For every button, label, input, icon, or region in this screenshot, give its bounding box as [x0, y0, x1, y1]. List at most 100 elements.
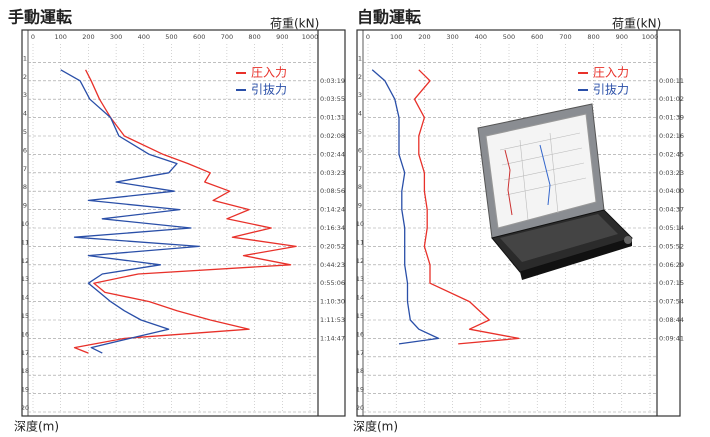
x-tick-label: 800 — [248, 33, 260, 41]
x-tick-label: 300 — [110, 33, 122, 41]
y-tick-label: 13 — [356, 275, 364, 283]
x-tick-label: 700 — [221, 33, 233, 41]
y-tick-label: 14 — [21, 294, 29, 302]
y-tick-label: 10 — [21, 220, 29, 228]
y-tick-label: 2 — [358, 73, 362, 81]
y-tick-label: 14 — [356, 294, 364, 302]
y-tick-label: 3 — [358, 91, 362, 99]
chart: 手動運転 荷重(kN) 深度(m) 0 100 200 300 400 500 600 700 800… — [8, 8, 346, 434]
data-line — [413, 69, 520, 345]
x-tick-label: 0 — [31, 33, 35, 41]
x-tick-label: 1000 — [642, 33, 659, 41]
x-tick-label: 400 — [475, 33, 487, 41]
y-tick-label: 4 — [358, 110, 362, 118]
x-tick-label: 600 — [193, 33, 205, 41]
x-tick-label: 800 — [587, 33, 599, 41]
y-tick-label: 1 — [23, 54, 27, 62]
y-tick-label: 15 — [21, 312, 29, 320]
time-label: 0:04:37 — [659, 206, 684, 214]
time-label: 0:00:11 — [659, 77, 684, 85]
y-axis-label: 深度(m) — [14, 419, 59, 434]
y-tick-label: 11 — [356, 238, 364, 246]
x-tick-label: 700 — [559, 33, 571, 41]
x-tick-label: 0 — [366, 33, 370, 41]
y-tick-label: 18 — [356, 367, 364, 375]
time-label: 0:14:24 — [320, 206, 345, 214]
time-label: 0:01:31 — [320, 114, 345, 122]
x-tick-label: 100 — [54, 33, 66, 41]
y-tick-label: 9 — [358, 202, 362, 210]
x-tick-label: 1000 — [302, 33, 319, 41]
time-label: 0:03:55 — [320, 95, 345, 103]
legend-label: 圧入力 — [251, 66, 287, 80]
time-label: 0:20:52 — [320, 242, 345, 250]
y-tick-label: 12 — [21, 257, 29, 265]
time-label: 0:03:19 — [320, 77, 345, 85]
laptop-illustration — [477, 103, 633, 280]
x-tick-label: 300 — [446, 33, 458, 41]
y-tick-label: 15 — [356, 312, 364, 320]
y-tick-label: 20 — [21, 404, 29, 412]
plot-frame — [21, 29, 346, 417]
data-line — [60, 69, 200, 354]
x-axis-label: 荷重(kN) — [270, 17, 319, 31]
y-tick-label: 8 — [358, 183, 362, 191]
y-tick-label: 1 — [358, 54, 362, 62]
data-line — [73, 69, 297, 354]
y-tick-label: 6 — [358, 146, 362, 154]
y-tick-label: 16 — [21, 330, 29, 338]
y-tick-label: 6 — [23, 146, 27, 154]
y-tick-label: 11 — [21, 238, 29, 246]
y-tick-label: 3 — [23, 91, 27, 99]
time-label: 0:01:02 — [659, 95, 684, 103]
data-line — [371, 69, 440, 345]
time-label: 1:11:53 — [320, 316, 345, 324]
y-tick-label: 18 — [21, 367, 29, 375]
x-tick-label: 600 — [531, 33, 543, 41]
legend-label: 引抜力 — [251, 83, 287, 97]
y-tick-label: 20 — [356, 404, 364, 412]
y-tick-label: 16 — [356, 330, 364, 338]
y-axis-label: 深度(m) — [353, 419, 398, 434]
y-tick-label: 5 — [23, 128, 27, 136]
y-tick-label: 4 — [23, 110, 27, 118]
time-label: 0:04:00 — [659, 187, 684, 195]
x-tick-label: 200 — [82, 33, 94, 41]
time-label: 0:55:06 — [320, 279, 345, 287]
x-tick-label: 900 — [616, 33, 628, 41]
time-label: 0:05:14 — [659, 224, 684, 232]
x-tick-label: 100 — [390, 33, 402, 41]
time-label: 0:06:29 — [659, 261, 684, 269]
time-label: 0:08:44 — [659, 316, 684, 324]
legend-label: 引抜力 — [593, 83, 629, 97]
y-tick-label: 7 — [23, 165, 27, 173]
time-label: 0:07:54 — [659, 298, 684, 306]
time-label: 0:08:56 — [320, 187, 345, 195]
time-label: 0:05:52 — [659, 242, 684, 250]
time-label: 1:14:47 — [320, 334, 345, 342]
y-tick-label: 17 — [356, 349, 364, 357]
x-tick-label: 500 — [503, 33, 515, 41]
time-label: 1:10:30 — [320, 298, 345, 306]
x-tick-label: 200 — [418, 33, 430, 41]
x-tick-label: 900 — [276, 33, 288, 41]
time-label: 0:03:23 — [659, 169, 684, 177]
y-tick-label: 2 — [23, 73, 27, 81]
time-label: 0:02:44 — [320, 150, 345, 158]
x-tick-label: 400 — [138, 33, 150, 41]
y-tick-label: 10 — [356, 220, 364, 228]
y-tick-label: 7 — [358, 165, 362, 173]
time-label: 0:07:15 — [659, 279, 684, 287]
chart-title: 手動運転 — [8, 8, 72, 27]
y-tick-label: 5 — [358, 128, 362, 136]
time-label: 0:16:34 — [320, 224, 345, 232]
y-tick-label: 17 — [21, 349, 29, 357]
time-label: 0:09:41 — [659, 334, 684, 342]
y-tick-label: 13 — [21, 275, 29, 283]
y-tick-label: 9 — [23, 202, 27, 210]
time-label: 0:02:45 — [659, 150, 684, 158]
y-tick-label: 19 — [21, 386, 29, 394]
time-label: 0:02:08 — [320, 132, 345, 140]
time-label: 0:02:16 — [659, 132, 684, 140]
